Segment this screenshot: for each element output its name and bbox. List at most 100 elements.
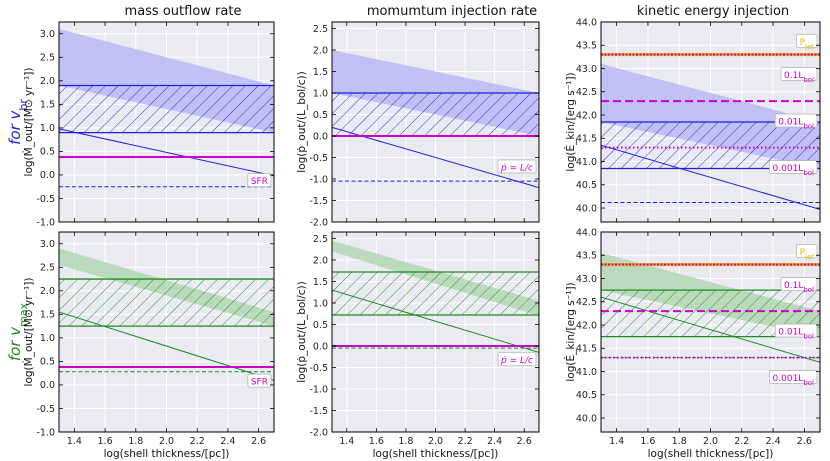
y-tick-label: -0.5: [309, 153, 328, 164]
x-tick-label: 1.8: [672, 436, 687, 447]
y-tick-label: 0.5: [40, 357, 55, 368]
y-axis-label: log(ṗ_out/(L_bol/c)): [296, 71, 308, 172]
x-tick-label: 2.2: [190, 436, 205, 447]
y-axis-label: log(Ṁ_out/[M⊙ yr⁻¹]): [22, 68, 35, 177]
reference-label-0: SFR: [251, 177, 268, 187]
x-tick-label: 2.0: [159, 436, 174, 447]
reference-label-box: [497, 159, 537, 174]
y-tick-label: 42.5: [576, 87, 597, 98]
hatched-range: [59, 85, 274, 133]
reference-label-box: [769, 370, 818, 384]
x-tick-label: 2.6: [797, 436, 812, 447]
y-tick-label: 43.5: [576, 251, 597, 262]
x-tick-label: 2.2: [734, 436, 749, 447]
y-tick-label: 2.5: [40, 263, 55, 274]
y-tick-label: 43.5: [576, 41, 597, 52]
x-tick-label: 2.6: [251, 436, 266, 447]
reference-label-3: 0.001Lbol: [773, 164, 815, 177]
x-tick-label: 1.4: [339, 436, 354, 447]
y-tick-label: 0.0: [313, 131, 328, 142]
y-tick-label: -0.5: [309, 363, 328, 374]
y-tick-label: 3.0: [40, 239, 55, 250]
x-tick-label: 1.6: [640, 436, 655, 447]
model-line: [601, 144, 820, 210]
y-tick-label: 1.5: [313, 67, 328, 78]
reference-label-2: 0.01Lbol: [778, 118, 814, 131]
hatched-range: [332, 92, 539, 136]
x-axis-label: log(shell thickness/[pc]): [104, 448, 230, 460]
row-label-v-br: for vbr: [6, 99, 30, 145]
panel-p10: SFR -1.0 -0.5 0.0 0.5 1.0 1.5 2.0 2.5 3.0 1.4 1.6 1.…: [22, 231, 275, 460]
reference-label-box: [780, 67, 818, 81]
hatched-range: [332, 272, 539, 316]
reference-label-0: SFR: [251, 378, 268, 388]
x-tick-label: 2.2: [458, 436, 473, 447]
y-tick-label: -0.5: [36, 194, 55, 205]
panel-p12: Pjet 0.1Lbol 0.01Lbol 0.001Lbol 40.0 40.5 41.0…: [564, 227, 821, 460]
plot-content: [59, 29, 274, 188]
reference-label-box: [774, 323, 818, 338]
reference-label-0: Pjet: [800, 38, 815, 51]
reference-label-0: ṗ = L/c: [500, 163, 533, 173]
y-tick-label: 42.0: [576, 320, 597, 331]
panel-p00: SFR -1.0 -0.5 0.0 0.5 1.0 1.5 2.0 2.5 3.0 log(Ṁ_ou…: [22, 21, 275, 228]
column-title-kinetic-energy: kinetic energy injection: [637, 4, 789, 19]
y-tick-label: -2.0: [309, 427, 328, 438]
reference-label-0: ṗ = L/c: [500, 356, 533, 366]
y-tick-label: 41.5: [576, 344, 597, 355]
x-tick-label: 2.4: [487, 436, 502, 447]
row-label-v-max: for vmax: [6, 302, 30, 361]
y-tick-label: 0.5: [313, 110, 328, 121]
x-tick-label: 2.6: [517, 436, 532, 447]
x-tick-label: 2.4: [766, 436, 781, 447]
plot-content: [332, 49, 539, 189]
reference-label-box: [774, 113, 818, 128]
y-tick-label: 1.5: [40, 310, 55, 321]
y-axis-label: log(Ė_kin/[erg s⁻¹]): [564, 282, 577, 381]
y-tick-label: 0.0: [40, 380, 55, 391]
x-axis-label: log(shell thickness/[pc]): [648, 448, 774, 460]
reference-label-3: 0.001Lbol: [773, 374, 815, 387]
y-tick-label: 3.0: [40, 29, 55, 40]
plot-content: [59, 248, 274, 381]
plot-content: [332, 240, 539, 353]
y-tick-label: 2.0: [313, 255, 328, 266]
y-tick-label: 0.0: [313, 341, 328, 352]
y-tick-label: 1.0: [40, 333, 55, 344]
y-tick-label: 1.0: [40, 123, 55, 134]
model-line: [59, 311, 274, 381]
y-tick-label: 43.0: [576, 64, 597, 75]
reference-label-box: [796, 34, 818, 48]
y-axis-label: log(ṗ_out/(L_bol/c)): [296, 281, 308, 382]
y-tick-label: -1.0: [309, 174, 328, 185]
x-tick-label: 2.0: [428, 436, 443, 447]
reference-label-box: [796, 244, 818, 258]
y-tick-label: 1.5: [313, 277, 328, 288]
y-tick-label: 1.0: [313, 298, 328, 309]
y-tick-label: 2.0: [313, 45, 328, 56]
model-line: [332, 126, 539, 189]
model-line: [59, 128, 274, 177]
y-tick-label: -1.0: [36, 217, 55, 228]
y-axis-label: log(Ṁ_out/[M⊙ yr⁻¹]): [22, 278, 35, 387]
y-tick-label: 40.5: [576, 180, 597, 191]
y-tick-label: 2.0: [40, 76, 55, 87]
panel-p02: Pjet 0.1Lbol 0.01Lbol 0.001Lbol 40.0 40.5 41.0…: [564, 17, 821, 223]
y-axis-label: log(Ė_kin/[erg s⁻¹]): [564, 72, 577, 171]
panel-p11: ṗ = L/c -2.0 -1.5 -1.0 -0.5 0.0 0.5 1.0 1.5 2.0 2.…: [296, 231, 540, 460]
y-tick-label: 42.5: [576, 297, 597, 308]
y-tick-label: 1.0: [313, 88, 328, 99]
x-tick-label: 1.6: [98, 436, 113, 447]
x-tick-label: 1.4: [67, 436, 82, 447]
y-tick-label: -1.5: [309, 196, 328, 207]
x-tick-label: 1.8: [128, 436, 143, 447]
reference-label-0: Pjet: [800, 248, 815, 261]
rowlab0-text: for vbr: [6, 99, 30, 145]
y-tick-label: 2.0: [40, 286, 55, 297]
y-tick-label: 44.0: [576, 227, 597, 238]
y-tick-label: 42.0: [576, 110, 597, 121]
x-axis-label: log(shell thickness/[pc]): [373, 448, 499, 460]
model-line: [332, 289, 539, 353]
reference-label-2: 0.01Lbol: [778, 328, 814, 341]
